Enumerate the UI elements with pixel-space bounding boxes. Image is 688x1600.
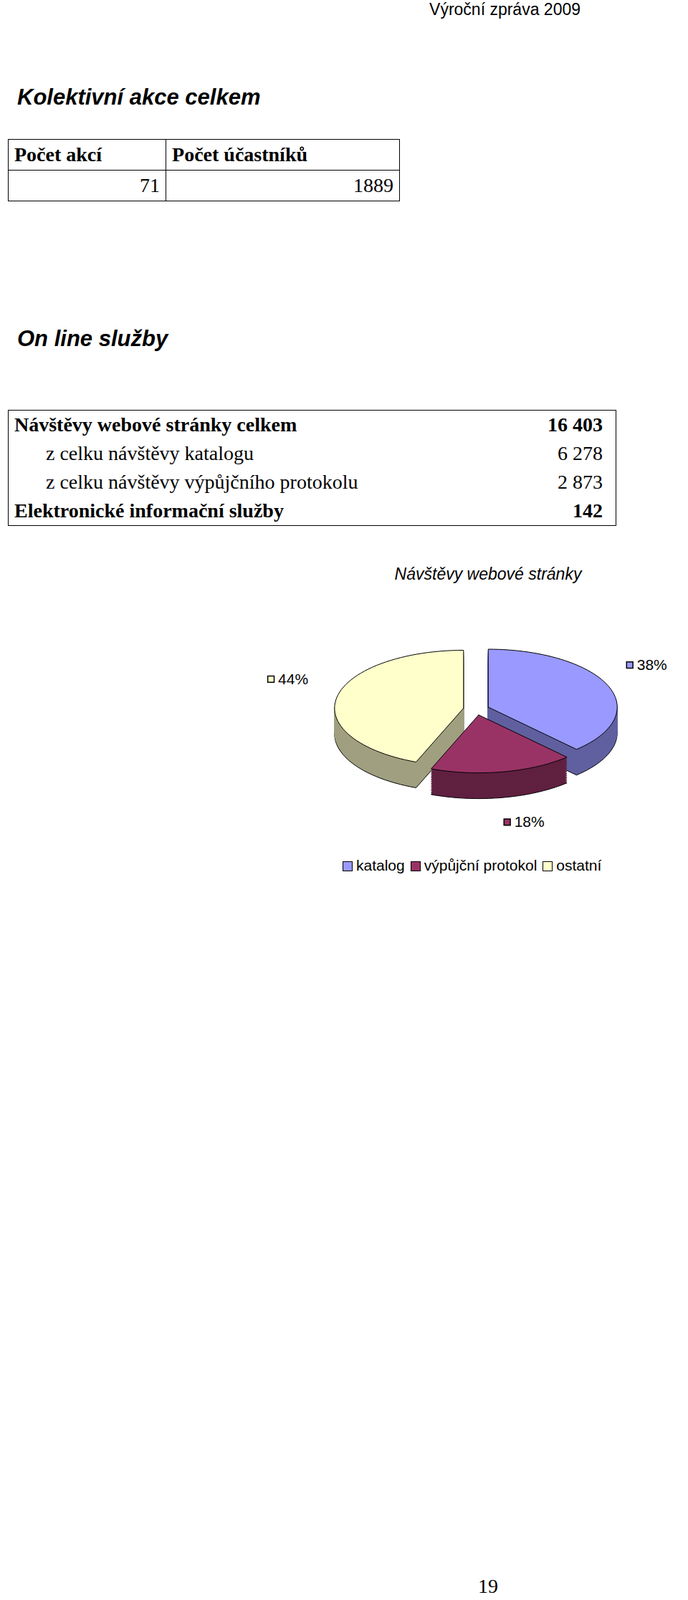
html-text:Kolektivní akce celkem: Kolektivní akce celkem <box>17 84 261 110</box>
html-text:Návštěvy webové stránky: Návštěvy webové stránky <box>394 564 582 584</box>
svg-text:44%: 44% <box>278 670 309 688</box>
svg-text:38%: 38% <box>637 656 668 673</box>
html-text:výpůjční protokol: výpůjční protokol <box>424 857 537 874</box>
html-text:katalog: katalog <box>356 857 405 874</box>
html-text:1889: 1889 <box>353 174 394 197</box>
html-text:ostatní: ostatní <box>556 857 602 874</box>
html-text:19: 19 <box>478 1575 499 1598</box>
html-text:6 278: 6 278 <box>557 442 603 465</box>
html-text:z celku návštěvy výpůjčního pr: z celku návštěvy výpůjčního protokolu <box>45 470 358 494</box>
html-text:On line služby: On line služby <box>17 326 168 352</box>
html-text:Návštěvy webové stránky celkem: Návštěvy webové stránky celkem <box>14 413 297 436</box>
html-text:z celku návštěvy katalogu: z celku návštěvy katalogu <box>45 442 254 465</box>
html-text:2 873: 2 873 <box>557 470 603 494</box>
svg-text:18%: 18% <box>514 813 545 830</box>
html-text:Výroční zpráva 2009: Výroční zpráva 2009 <box>429 0 581 19</box>
html-text:Počet účastníků: Počet účastníků <box>172 143 308 166</box>
html-text:Elektronické informační služby: Elektronické informační služby <box>14 499 284 522</box>
html-text:142: 142 <box>572 499 603 522</box>
html-text:71: 71 <box>139 174 160 197</box>
html-text:16 403: 16 403 <box>547 413 603 436</box>
html-text:Počet akcí: Počet akcí <box>14 143 102 166</box>
